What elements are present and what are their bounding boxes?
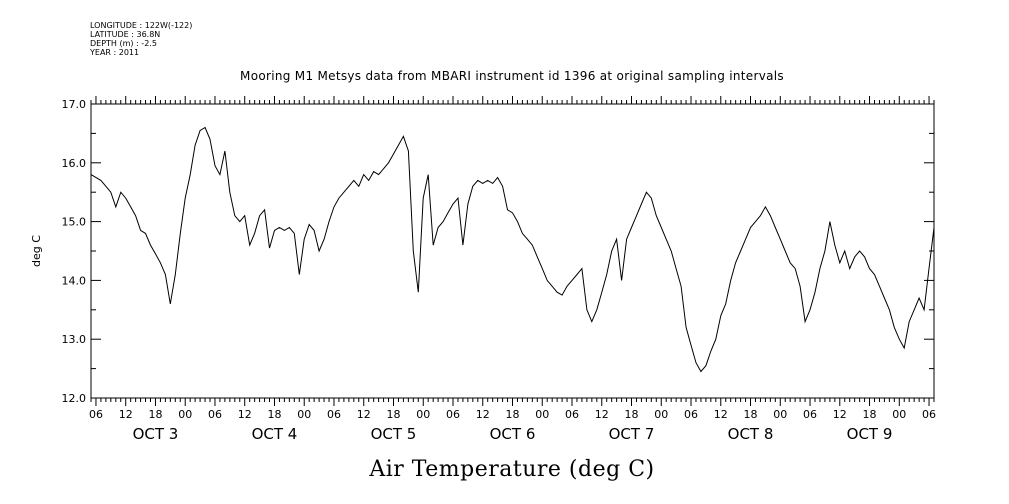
x-tick-label: 00 [654, 408, 668, 421]
x-tick-label: 06 [922, 408, 936, 421]
y-tick-label: 16.0 [62, 157, 87, 170]
x-tick-label: 12 [714, 408, 728, 421]
x-tick-label: 06 [565, 408, 579, 421]
x-day-label: OCT 4 [252, 425, 298, 443]
y-tick-label: 15.0 [62, 216, 87, 229]
x-tick-label: 12 [357, 408, 371, 421]
x-tick-label: 06 [684, 408, 698, 421]
x-tick-label: 00 [892, 408, 906, 421]
x-day-label: OCT 9 [847, 425, 893, 443]
x-axis-label: Air Temperature (deg C) [368, 457, 654, 482]
x-tick-label: 18 [863, 408, 877, 421]
x-day-label: OCT 6 [490, 425, 536, 443]
x-tick-label: 06 [327, 408, 341, 421]
x-tick-label: 00 [178, 408, 192, 421]
depth-label: DEPTH (m) : -2.5 [90, 39, 157, 48]
x-tick-label: 12 [238, 408, 252, 421]
x-tick-label: 00 [297, 408, 311, 421]
x-tick-label: 18 [267, 408, 281, 421]
y-tick-label: 17.0 [62, 98, 87, 111]
x-tick-label: 18 [506, 408, 520, 421]
metadata-block: LONGITUDE : 122W(-122) LATITUDE : 36.8N … [90, 21, 192, 57]
x-day-label: OCT 7 [609, 425, 655, 443]
latitude-label: LATITUDE : 36.8N [90, 30, 161, 39]
x-tick-label: 00 [535, 408, 549, 421]
y-axis-label: deg C [30, 235, 43, 267]
x-tick-label: 00 [773, 408, 787, 421]
x-day-label: OCT 8 [728, 425, 774, 443]
year-label: YEAR : 2011 [90, 48, 140, 57]
air-temperature-series-line [90, 126, 935, 373]
chart-title: Mooring M1 Metsys data from MBARI instru… [240, 69, 784, 83]
y-tick-label: 13.0 [62, 333, 87, 346]
x-tick-label: 12 [119, 408, 133, 421]
x-tick-label: 18 [148, 408, 162, 421]
x-tick-label: 18 [625, 408, 639, 421]
plot-frame [90, 103, 935, 399]
x-day-label: OCT 3 [133, 425, 179, 443]
x-tick-label: 06 [803, 408, 817, 421]
x-tick-label: 06 [89, 408, 103, 421]
x-tick-label: 12 [833, 408, 847, 421]
longitude-label: LONGITUDE : 122W(-122) [90, 21, 193, 30]
x-tick-label: 00 [416, 408, 430, 421]
x-tick-label: 12 [476, 408, 490, 421]
y-tick-label: 12.0 [62, 392, 87, 405]
x-tick-label: 18 [386, 408, 400, 421]
x-tick-label: 06 [446, 408, 460, 421]
y-tick-label: 14.0 [62, 274, 87, 287]
x-day-label: OCT 5 [371, 425, 417, 443]
x-tick-label: 06 [208, 408, 222, 421]
x-tick-label: 18 [744, 408, 758, 421]
x-tick-label: 12 [595, 408, 609, 421]
